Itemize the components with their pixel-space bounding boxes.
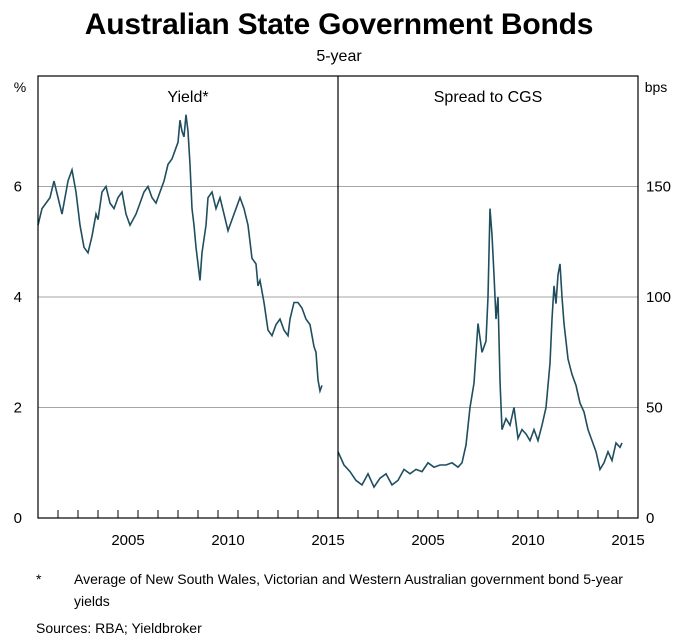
left-y-ticks: 0 2 4 6	[14, 179, 22, 528]
y-tick-label: 150	[646, 179, 671, 196]
footnote-text: Average of New South Wales, Victorian an…	[74, 571, 623, 609]
x-tick-label: 2010	[511, 532, 544, 549]
yield-panel-label: Yield*	[167, 89, 208, 106]
x-tick-label: 2005	[411, 532, 444, 549]
yield-series-line	[37, 114, 323, 394]
right-panel: 0 50 100 150 2005 2010 2015 Spread to CGS bps	[337, 79, 671, 549]
y-tick-label: 2	[14, 400, 22, 417]
y-tick-label: 100	[646, 289, 671, 306]
chart-area: 0 2 4 6 2005 2010 2015 Yield* % 0 50 100 150 200…	[14, 75, 671, 549]
right-y-ticks: 0 50 100 150	[646, 179, 671, 528]
y-tick-label: 0	[646, 510, 654, 527]
footnote-mark: *	[36, 571, 42, 587]
right-x-ticks: 2005 2010 2015	[337, 510, 645, 549]
x-tick-label: 2005	[111, 532, 144, 549]
footnote: * Average of New South Wales, Victorian …	[36, 568, 656, 612]
left-x-ticks: 2005 2010 2015	[37, 510, 345, 549]
y-tick-label: 4	[14, 289, 22, 306]
y-tick-label: 50	[646, 400, 663, 417]
right-y-unit: bps	[645, 79, 668, 95]
y-tick-label: 0	[14, 510, 22, 527]
chart-title: Australian State Government Bonds	[84, 8, 594, 41]
spread-panel-label: Spread to CGS	[434, 89, 543, 106]
spread-series-line	[337, 208, 623, 489]
sources-note: Sources: RBA; Yieldbroker	[36, 620, 202, 636]
left-grid	[38, 186, 338, 408]
x-tick-label: 2015	[611, 532, 644, 549]
y-tick-label: 6	[14, 179, 22, 196]
x-tick-label: 2010	[211, 532, 244, 549]
x-tick-label: 2015	[311, 532, 344, 549]
left-y-unit: %	[14, 79, 26, 95]
left-panel: 0 2 4 6 2005 2010 2015 Yield* %	[14, 79, 345, 549]
chart-subtitle: 5-year	[316, 48, 362, 65]
